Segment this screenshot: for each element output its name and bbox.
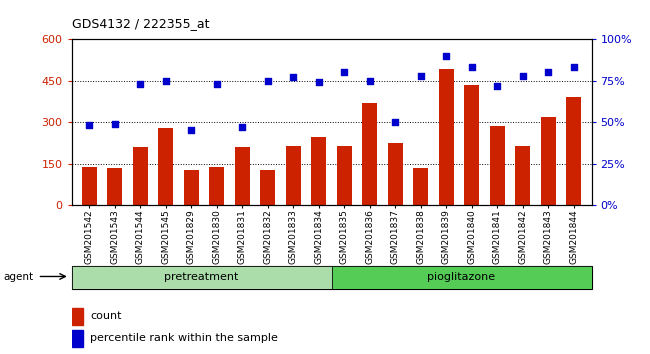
Point — [543, 69, 553, 75]
Bar — [158, 128, 174, 205]
Bar — [311, 137, 326, 205]
Bar — [82, 167, 97, 205]
Bar — [72, 308, 83, 325]
Bar — [285, 146, 301, 205]
Bar — [72, 330, 83, 347]
Bar — [515, 146, 530, 205]
Bar — [235, 147, 250, 205]
Bar — [566, 97, 581, 205]
Point — [186, 128, 196, 133]
Point — [492, 83, 502, 88]
Bar — [107, 168, 122, 205]
Bar — [464, 85, 479, 205]
Point — [237, 124, 248, 130]
Text: percentile rank within the sample: percentile rank within the sample — [90, 333, 278, 343]
Point — [84, 122, 94, 128]
Bar — [184, 170, 199, 205]
Point — [390, 119, 400, 125]
Bar — [337, 146, 352, 205]
Point — [441, 53, 451, 58]
Bar — [387, 143, 403, 205]
Bar — [362, 103, 378, 205]
Bar — [72, 266, 332, 289]
Point — [212, 81, 222, 87]
Text: count: count — [90, 312, 122, 321]
Bar — [541, 116, 556, 205]
Point — [365, 78, 375, 84]
Text: GDS4132 / 222355_at: GDS4132 / 222355_at — [72, 17, 209, 30]
Point — [339, 69, 350, 75]
Point — [135, 81, 146, 87]
Point — [415, 73, 426, 78]
Point — [161, 78, 171, 84]
Point — [110, 121, 120, 127]
Text: pioglitazone: pioglitazone — [428, 272, 495, 282]
Point — [288, 74, 298, 80]
Bar — [260, 170, 276, 205]
Bar — [413, 168, 428, 205]
Point — [263, 78, 273, 84]
Text: pretreatment: pretreatment — [164, 272, 239, 282]
Point — [517, 73, 528, 78]
Bar — [332, 266, 592, 289]
Point — [313, 79, 324, 85]
Bar — [489, 126, 505, 205]
Point — [569, 64, 579, 70]
Bar — [133, 147, 148, 205]
Point — [467, 64, 477, 70]
Bar — [439, 69, 454, 205]
Text: agent: agent — [3, 272, 33, 282]
Bar — [209, 167, 224, 205]
